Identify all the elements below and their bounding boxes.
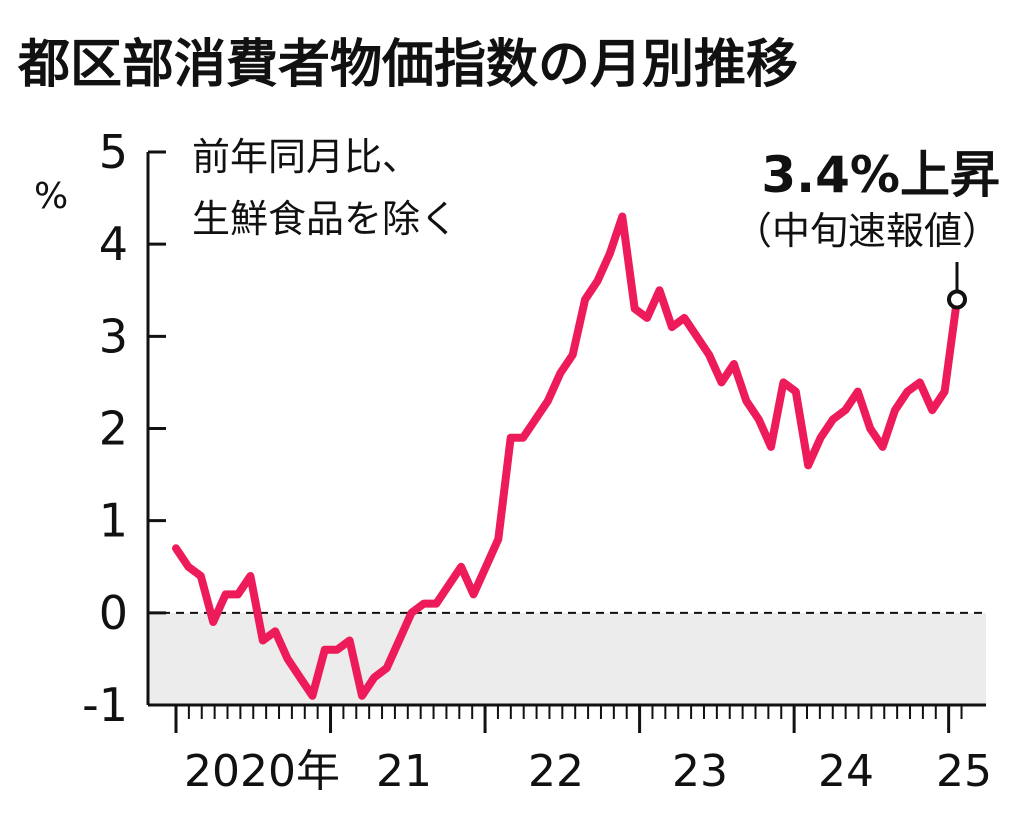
negative-shade bbox=[148, 612, 986, 705]
cpi-series-line bbox=[172, 212, 961, 700]
x-tick-label: 25 bbox=[936, 746, 992, 797]
y-axis: 5 4 3 2 1 0 -1 bbox=[82, 125, 166, 732]
x-tick-label: 24 bbox=[818, 746, 874, 797]
y-tick-label: 5 bbox=[99, 125, 128, 179]
y-tick-label: 1 bbox=[99, 494, 128, 548]
y-tick-label: 0 bbox=[99, 586, 128, 640]
y-tick-label: 3 bbox=[99, 309, 128, 363]
x-axis: 2020年 21 22 23 24 25 bbox=[148, 703, 992, 797]
chart-title: 都区部消費者物価指数の月別推移 bbox=[17, 35, 798, 95]
latest-value-marker bbox=[947, 289, 967, 310]
callout-value: 3.4%上昇 bbox=[761, 146, 1000, 204]
y-tick-label: -1 bbox=[82, 678, 128, 732]
y-axis-unit: % bbox=[34, 176, 68, 217]
y-tick-label: 4 bbox=[99, 217, 128, 271]
x-tick-label: 2020年 bbox=[184, 746, 340, 797]
series-layer bbox=[172, 212, 967, 700]
x-tick-label: 23 bbox=[672, 746, 728, 797]
x-tick-label: 21 bbox=[376, 746, 432, 797]
chart-note-line2: 生鮮食品を除く bbox=[192, 197, 458, 241]
x-tick-label: 22 bbox=[528, 746, 584, 797]
chart-note-line1: 前年同月比、 bbox=[192, 135, 420, 179]
callout-subtitle: （中旬速報値） bbox=[734, 209, 1000, 253]
y-tick-label: 2 bbox=[99, 402, 128, 456]
